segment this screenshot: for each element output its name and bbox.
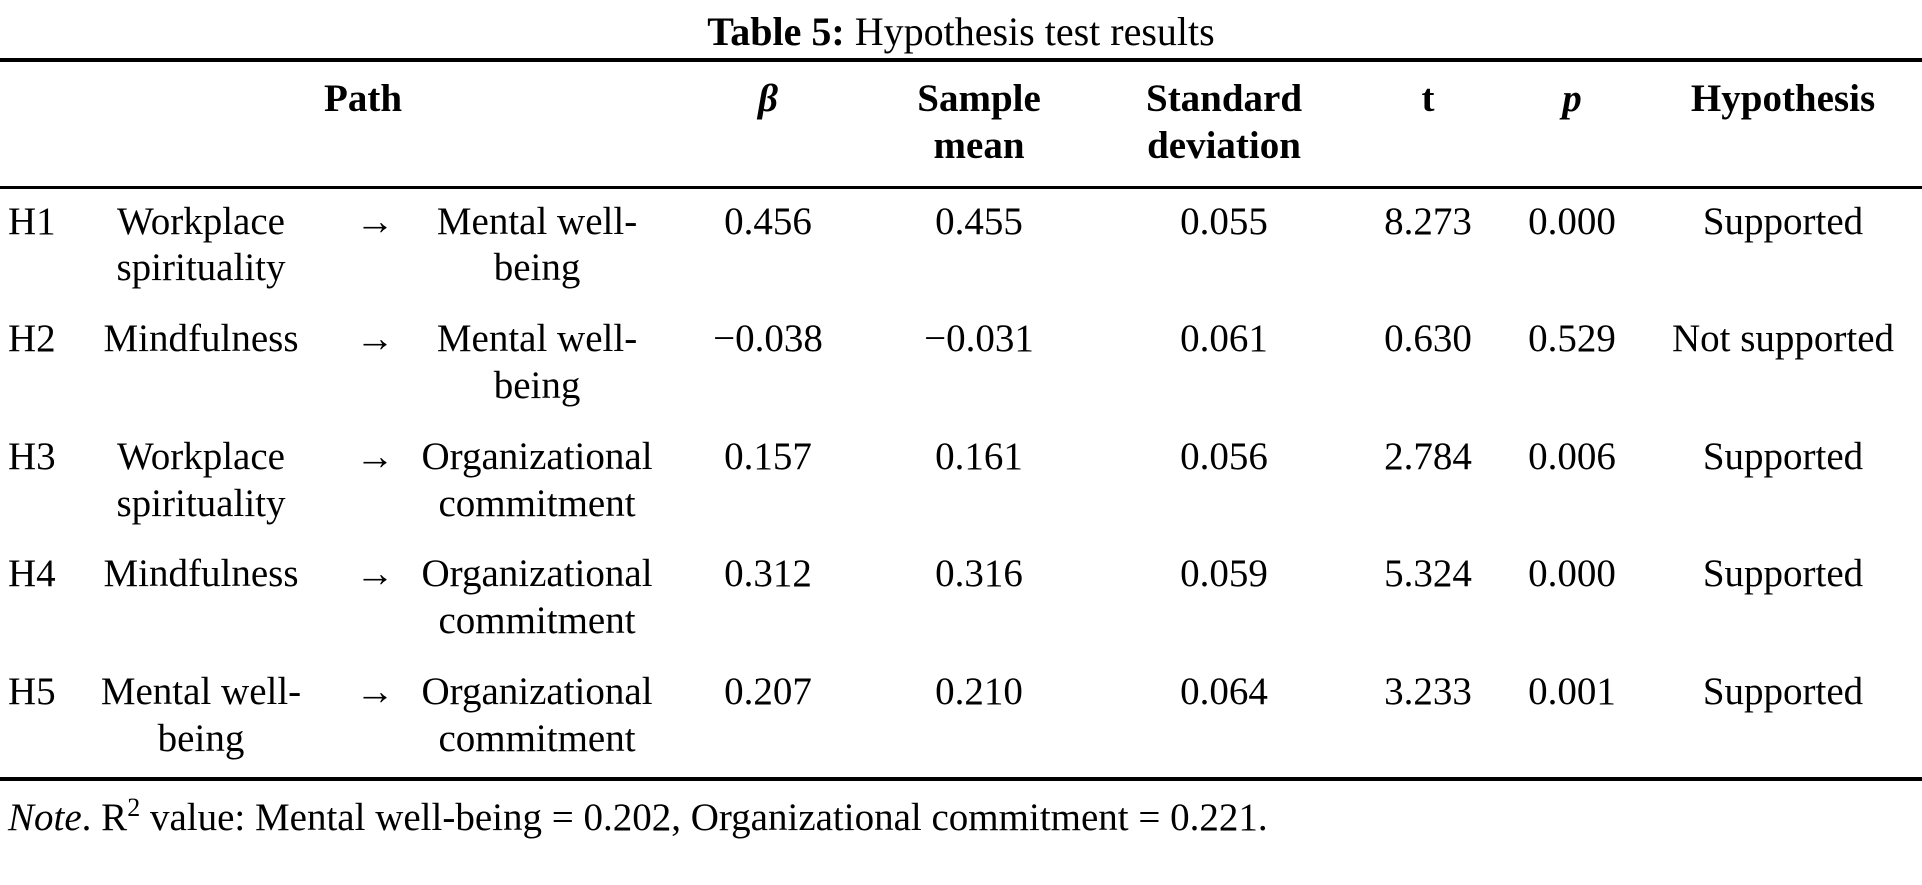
header-row: Path β Sample mean Standard deviation t … (0, 60, 1922, 189)
arrow-right-icon: → (355, 669, 395, 713)
path-from: Mental well-being (100, 669, 302, 760)
hypothesis-result: Not supported (1672, 317, 1895, 361)
t-value: 3.233 (1384, 669, 1472, 713)
row-id: H3 (8, 434, 56, 478)
arrow-right-icon: → (355, 317, 395, 361)
header-sample-mean: Sample mean (866, 60, 1093, 189)
header-beta: β (670, 60, 867, 189)
row-id: H2 (8, 317, 56, 361)
note-superscript: 2 (127, 792, 141, 822)
beta-value: 0.157 (724, 434, 812, 478)
note-label: Note (8, 795, 82, 839)
arrow-right-icon: → (355, 552, 395, 596)
t-value: 2.784 (1384, 434, 1472, 478)
sample-mean-value: 0.316 (935, 552, 1023, 596)
row-id: H5 (8, 669, 56, 713)
table-caption: Table 5: Hypothesis test results (0, 0, 1922, 58)
standard-deviation-value: 0.064 (1180, 669, 1268, 713)
path-to: Organizational commitment (421, 669, 653, 760)
arrow-right-icon: → (355, 434, 395, 478)
p-value: 0.006 (1528, 434, 1616, 478)
t-value: 5.324 (1384, 552, 1472, 596)
path-to: Organizational commitment (421, 434, 653, 525)
sample-mean-value: 0.455 (935, 199, 1023, 243)
table-row: H5 Mental well-being → Organizational co… (0, 659, 1922, 779)
path-to: Mental well-being (436, 199, 638, 290)
row-id: H4 (8, 552, 56, 596)
beta-value: 0.207 (724, 669, 812, 713)
row-id: H1 (8, 199, 56, 243)
standard-deviation-value: 0.055 (1180, 199, 1268, 243)
header-p: p (1500, 60, 1645, 189)
beta-value: 0.456 (724, 199, 812, 243)
header-path: Path (56, 60, 671, 189)
t-value: 8.273 (1384, 199, 1472, 243)
p-value: 0.000 (1528, 199, 1616, 243)
header-id-blank (0, 60, 56, 189)
beta-value: 0.312 (724, 552, 812, 596)
header-hypothesis: Hypothesis (1644, 60, 1922, 189)
hypothesis-result: Supported (1702, 669, 1864, 713)
hypothesis-result: Supported (1702, 552, 1864, 596)
p-value: 0.001 (1528, 669, 1616, 713)
sample-mean-value: 0.161 (935, 434, 1023, 478)
standard-deviation-value: 0.061 (1180, 317, 1268, 361)
table-row: H1 Workplace spirituality → Mental well-… (0, 187, 1922, 306)
header-t: t (1356, 60, 1501, 189)
p-value: 0.529 (1528, 317, 1616, 361)
standard-deviation-value: 0.059 (1180, 552, 1268, 596)
path-from: Workplace spirituality (116, 434, 286, 525)
header-standard-deviation: Standard deviation (1092, 60, 1357, 189)
table-row: H3 Workplace spirituality → Organization… (0, 424, 1922, 542)
table-caption-label: Table 5: (707, 9, 845, 54)
t-value: 0.630 (1384, 317, 1472, 361)
sample-mean-value: −0.031 (924, 317, 1034, 361)
note-text: value: Mental well-being = 0.202, Organi… (140, 795, 1268, 839)
path-from: Workplace spirituality (116, 199, 286, 290)
table-caption-text: Hypothesis test results (854, 9, 1215, 54)
beta-value: −0.038 (713, 317, 823, 361)
table-row: H4 Mindfulness → Organizational commitme… (0, 541, 1922, 659)
path-to: Organizational commitment (421, 552, 653, 643)
hypothesis-results-table: Path β Sample mean Standard deviation t … (0, 58, 1922, 781)
path-to: Mental well-being (436, 317, 638, 407)
table-note: Note. R2 value: Mental well-being = 0.20… (0, 781, 1922, 842)
table-row: H2 Mindfulness → Mental well-being −0.03… (0, 306, 1922, 424)
hypothesis-result: Supported (1702, 434, 1864, 478)
sample-mean-value: 0.210 (935, 669, 1023, 713)
hypothesis-result: Supported (1702, 199, 1864, 243)
path-from: Mindfulness (103, 317, 299, 361)
arrow-right-icon: → (355, 199, 395, 243)
p-value: 0.000 (1528, 552, 1616, 596)
standard-deviation-value: 0.056 (1180, 434, 1268, 478)
path-from: Mindfulness (103, 552, 299, 596)
note-mid: . R (81, 795, 128, 839)
